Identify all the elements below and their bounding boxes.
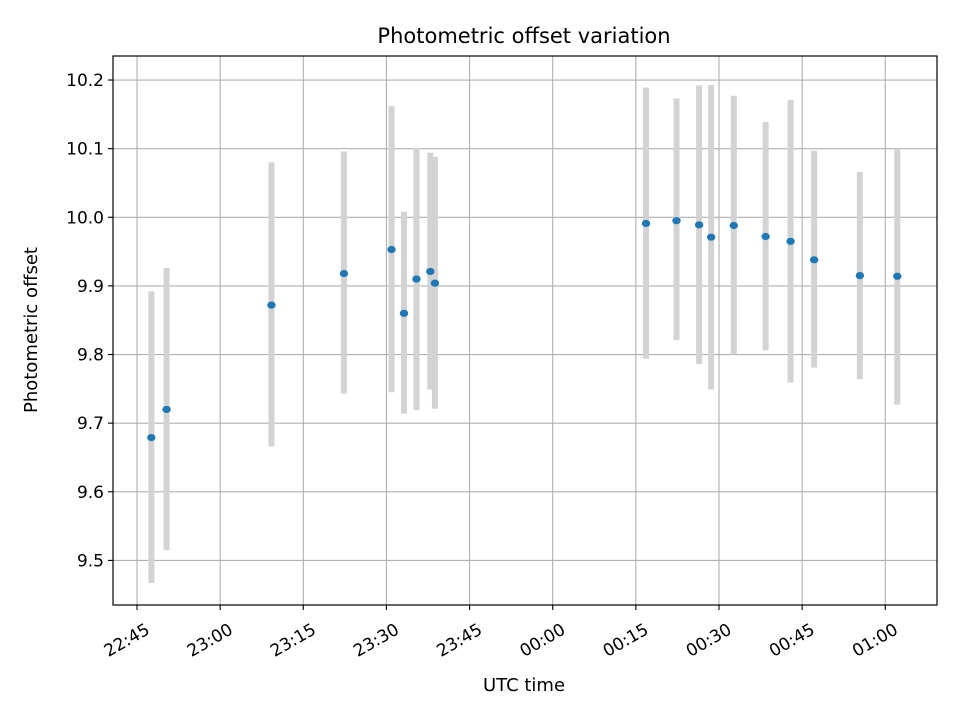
data-point bbox=[706, 233, 716, 241]
data-point bbox=[387, 245, 396, 254]
data-point bbox=[729, 221, 738, 230]
data-point bbox=[641, 219, 651, 228]
data-point bbox=[339, 269, 349, 278]
y-tick-label: 10.0 bbox=[66, 208, 104, 228]
data-point bbox=[809, 256, 819, 264]
data-point bbox=[399, 309, 409, 317]
data-points bbox=[147, 217, 902, 442]
data-point bbox=[147, 433, 156, 442]
grid bbox=[113, 56, 937, 605]
data-point bbox=[267, 301, 276, 309]
y-axis-title: Photometric offset bbox=[21, 247, 42, 413]
y-tick-label: 9.7 bbox=[77, 414, 104, 434]
data-point bbox=[412, 275, 421, 283]
plot-frame bbox=[112, 55, 938, 606]
y-tick-label: 9.9 bbox=[77, 277, 104, 297]
chart-title: Photometric offset variation bbox=[377, 24, 670, 48]
data-point bbox=[761, 232, 770, 241]
x-axis-title: UTC time bbox=[483, 675, 565, 696]
data-point bbox=[672, 217, 681, 225]
y-tick-label: 10.1 bbox=[66, 140, 104, 160]
data-point bbox=[855, 272, 865, 280]
data-point bbox=[426, 267, 435, 276]
y-tick-label: 9.6 bbox=[77, 483, 104, 503]
y-tick-label: 10.2 bbox=[66, 71, 104, 91]
data-point bbox=[694, 221, 704, 229]
data-point bbox=[786, 237, 795, 245]
y-tick-label: 9.5 bbox=[77, 551, 104, 571]
data-point bbox=[430, 279, 440, 287]
data-point bbox=[162, 405, 171, 414]
y-axis: 9.5 9.6 9.7 9.8 9.9 10.0 10.1 10.2 bbox=[66, 71, 113, 571]
data-point bbox=[893, 272, 902, 280]
y-tick-label: 9.8 bbox=[77, 346, 104, 366]
